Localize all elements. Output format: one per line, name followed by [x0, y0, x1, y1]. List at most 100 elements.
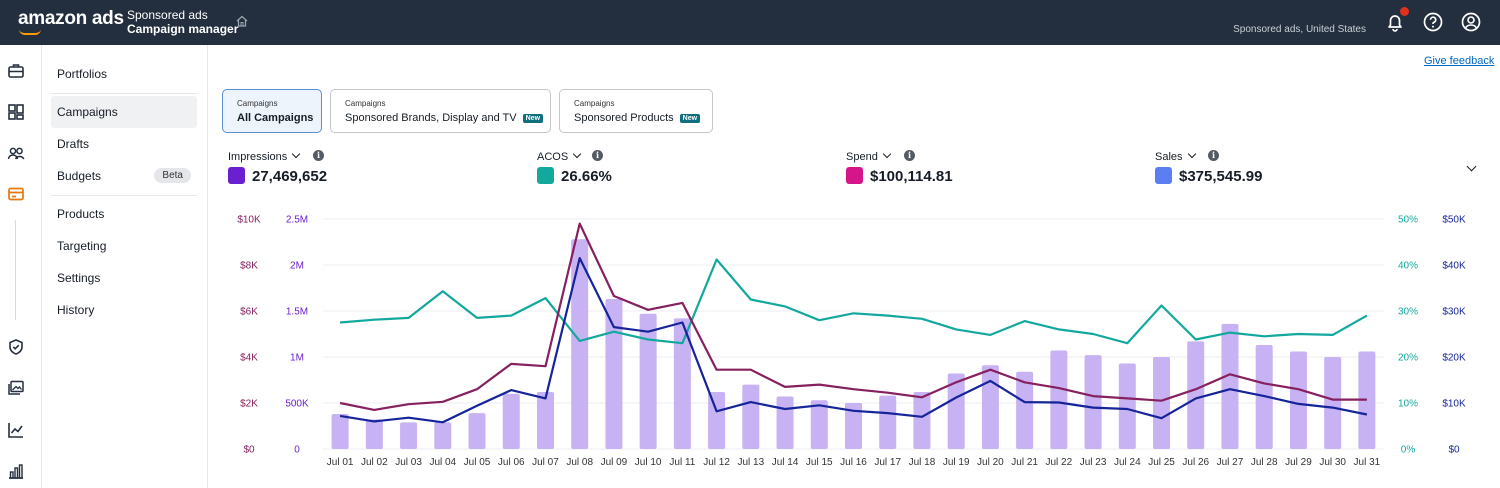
sales-line [339, 256, 1368, 424]
nav-item-budgets[interactable]: Budgets Beta [51, 160, 197, 192]
info-icon[interactable]: i [592, 150, 603, 161]
x-axis-tick: Jul 18 [909, 457, 936, 468]
impressions-axis-tick: 2M [290, 261, 304, 272]
impressions-bar [1153, 357, 1171, 449]
x-axis-tick: Jul 19 [943, 457, 970, 468]
impressions-bar [365, 419, 383, 449]
acos-axis-tick: 50% [1398, 215, 1418, 226]
app-subtitle: Sponsored ads [127, 8, 208, 22]
metric-color-swatch[interactable] [846, 167, 863, 184]
impressions-bar [776, 396, 794, 449]
beta-badge: Beta [154, 168, 191, 183]
notification-dot [1400, 7, 1409, 16]
nav-item-drafts[interactable]: Drafts [57, 137, 90, 151]
metric-dropdown[interactable]: Impressions [228, 149, 301, 163]
amazon-ads-logo[interactable]: amazon ads [18, 8, 124, 29]
impressions-bar [1050, 350, 1068, 449]
user-icon[interactable] [1460, 11, 1482, 33]
x-axis-tick: Jul 16 [840, 457, 867, 468]
metric-value-row: $100,114.81 [846, 167, 953, 185]
audience-icon[interactable] [7, 144, 25, 162]
tab-sub-label: Campaigns [237, 99, 278, 108]
metric-color-swatch[interactable] [228, 167, 245, 184]
x-axis-tick: Jul 26 [1182, 457, 1209, 468]
metric-dropdown[interactable]: Sales [1155, 149, 1196, 163]
acos-axis-tick: 0% [1401, 445, 1416, 456]
impressions-bar [468, 413, 486, 449]
metric-label: Spend [846, 151, 878, 163]
sales-axis-tick: $40K [1442, 261, 1466, 272]
impressions-bar [1118, 363, 1136, 449]
home-icon[interactable] [235, 14, 249, 28]
expand-chevron-icon[interactable] [1466, 161, 1477, 172]
impressions-bar [1084, 355, 1102, 449]
nav-item-campaigns[interactable]: Campaigns [51, 96, 197, 128]
impressions-bar [502, 393, 520, 449]
impressions-bar [947, 373, 965, 449]
x-axis-tick: Jul 02 [361, 457, 388, 468]
help-icon[interactable] [1422, 11, 1444, 33]
x-axis-tick: Jul 01 [327, 457, 354, 468]
impressions-bar [331, 414, 349, 449]
impressions-bar [571, 239, 589, 449]
impressions-bar [1289, 351, 1307, 449]
nav-item-settings[interactable]: Settings [57, 271, 101, 285]
metric-acos: ACOS i 26.66% [537, 147, 612, 185]
new-badge: New [522, 114, 544, 123]
billing-icon[interactable] [7, 185, 25, 203]
x-axis-tick: Jul 17 [874, 457, 901, 468]
x-axis-tick: Jul 08 [566, 457, 593, 468]
tab-label: Sponsored Brands, Display and TV [345, 112, 517, 124]
nav-divider [51, 93, 197, 94]
acos-line [340, 258, 1368, 345]
impressions-bar [845, 403, 862, 449]
spend-axis-tick: $4K [240, 353, 258, 364]
info-icon[interactable]: i [313, 150, 324, 161]
nav-item-targeting[interactable]: Targeting [57, 239, 107, 253]
sales-axis-tick: $50K [1442, 215, 1466, 226]
x-axis-tick: Jul 25 [1148, 457, 1175, 468]
metric-color-swatch[interactable] [1155, 167, 1172, 184]
metric-dropdown[interactable]: ACOS [537, 149, 582, 163]
impressions-bar [434, 422, 452, 449]
briefcase-icon[interactable] [7, 62, 25, 80]
give-feedback-link[interactable]: Give feedback [1424, 55, 1495, 67]
x-axis-tick: Jul 09 [601, 457, 628, 468]
nav-item-history[interactable]: History [57, 303, 95, 317]
impressions-bar [981, 365, 999, 449]
acos-axis-tick: 40% [1398, 261, 1418, 272]
top-bar: amazon ads Sponsored ads Campaign manage… [0, 0, 1500, 45]
nav-item-portfolios[interactable]: Portfolios [57, 67, 108, 81]
x-axis-tick: Jul 05 [464, 457, 491, 468]
shield-icon[interactable] [7, 338, 25, 356]
analytics-icon[interactable] [7, 421, 25, 439]
metric-label: ACOS [537, 151, 569, 163]
metric-label: Impressions [228, 151, 288, 163]
x-axis-tick: Jul 04 [429, 457, 456, 468]
x-axis-tick: Jul 06 [498, 457, 525, 468]
campaign-nav: Portfolios Campaigns Drafts Budgets Beta… [42, 45, 208, 488]
bell-icon[interactable] [1384, 11, 1406, 33]
spend-axis-tick: $0 [243, 445, 255, 456]
info-icon[interactable]: i [1208, 150, 1219, 161]
metric-value-row: 27,469,652 [228, 167, 327, 185]
reports-icon[interactable] [7, 462, 25, 480]
acos-axis-tick: 30% [1398, 307, 1418, 318]
tab-all-campaigns[interactable]: Campaigns All Campaigns [222, 89, 322, 133]
nav-item-budgets-label: Budgets [57, 169, 102, 183]
impressions-axis-tick: 1.5M [286, 307, 308, 318]
chevron-down-icon [1187, 149, 1196, 159]
x-axis-tick: Jul 14 [772, 457, 799, 468]
metric-color-swatch[interactable] [537, 167, 554, 184]
dashboard-icon[interactable] [7, 103, 25, 121]
media-icon[interactable] [7, 379, 25, 397]
tab-label: All Campaigns [237, 112, 314, 124]
info-icon[interactable]: i [904, 150, 915, 161]
metric-sales: Sales i $375,545.99 [1155, 147, 1262, 185]
account-label[interactable]: Sponsored ads, United States [1233, 24, 1366, 35]
metric-dropdown[interactable]: Spend [846, 149, 892, 163]
nav-item-products[interactable]: Products [57, 207, 105, 221]
tab-sponsored-products[interactable]: Campaigns Sponsored Products New [559, 89, 713, 133]
tab-sponsored-brands[interactable]: Campaigns Sponsored Brands, Display and … [330, 89, 551, 133]
metric-value: $100,114.81 [870, 168, 953, 185]
